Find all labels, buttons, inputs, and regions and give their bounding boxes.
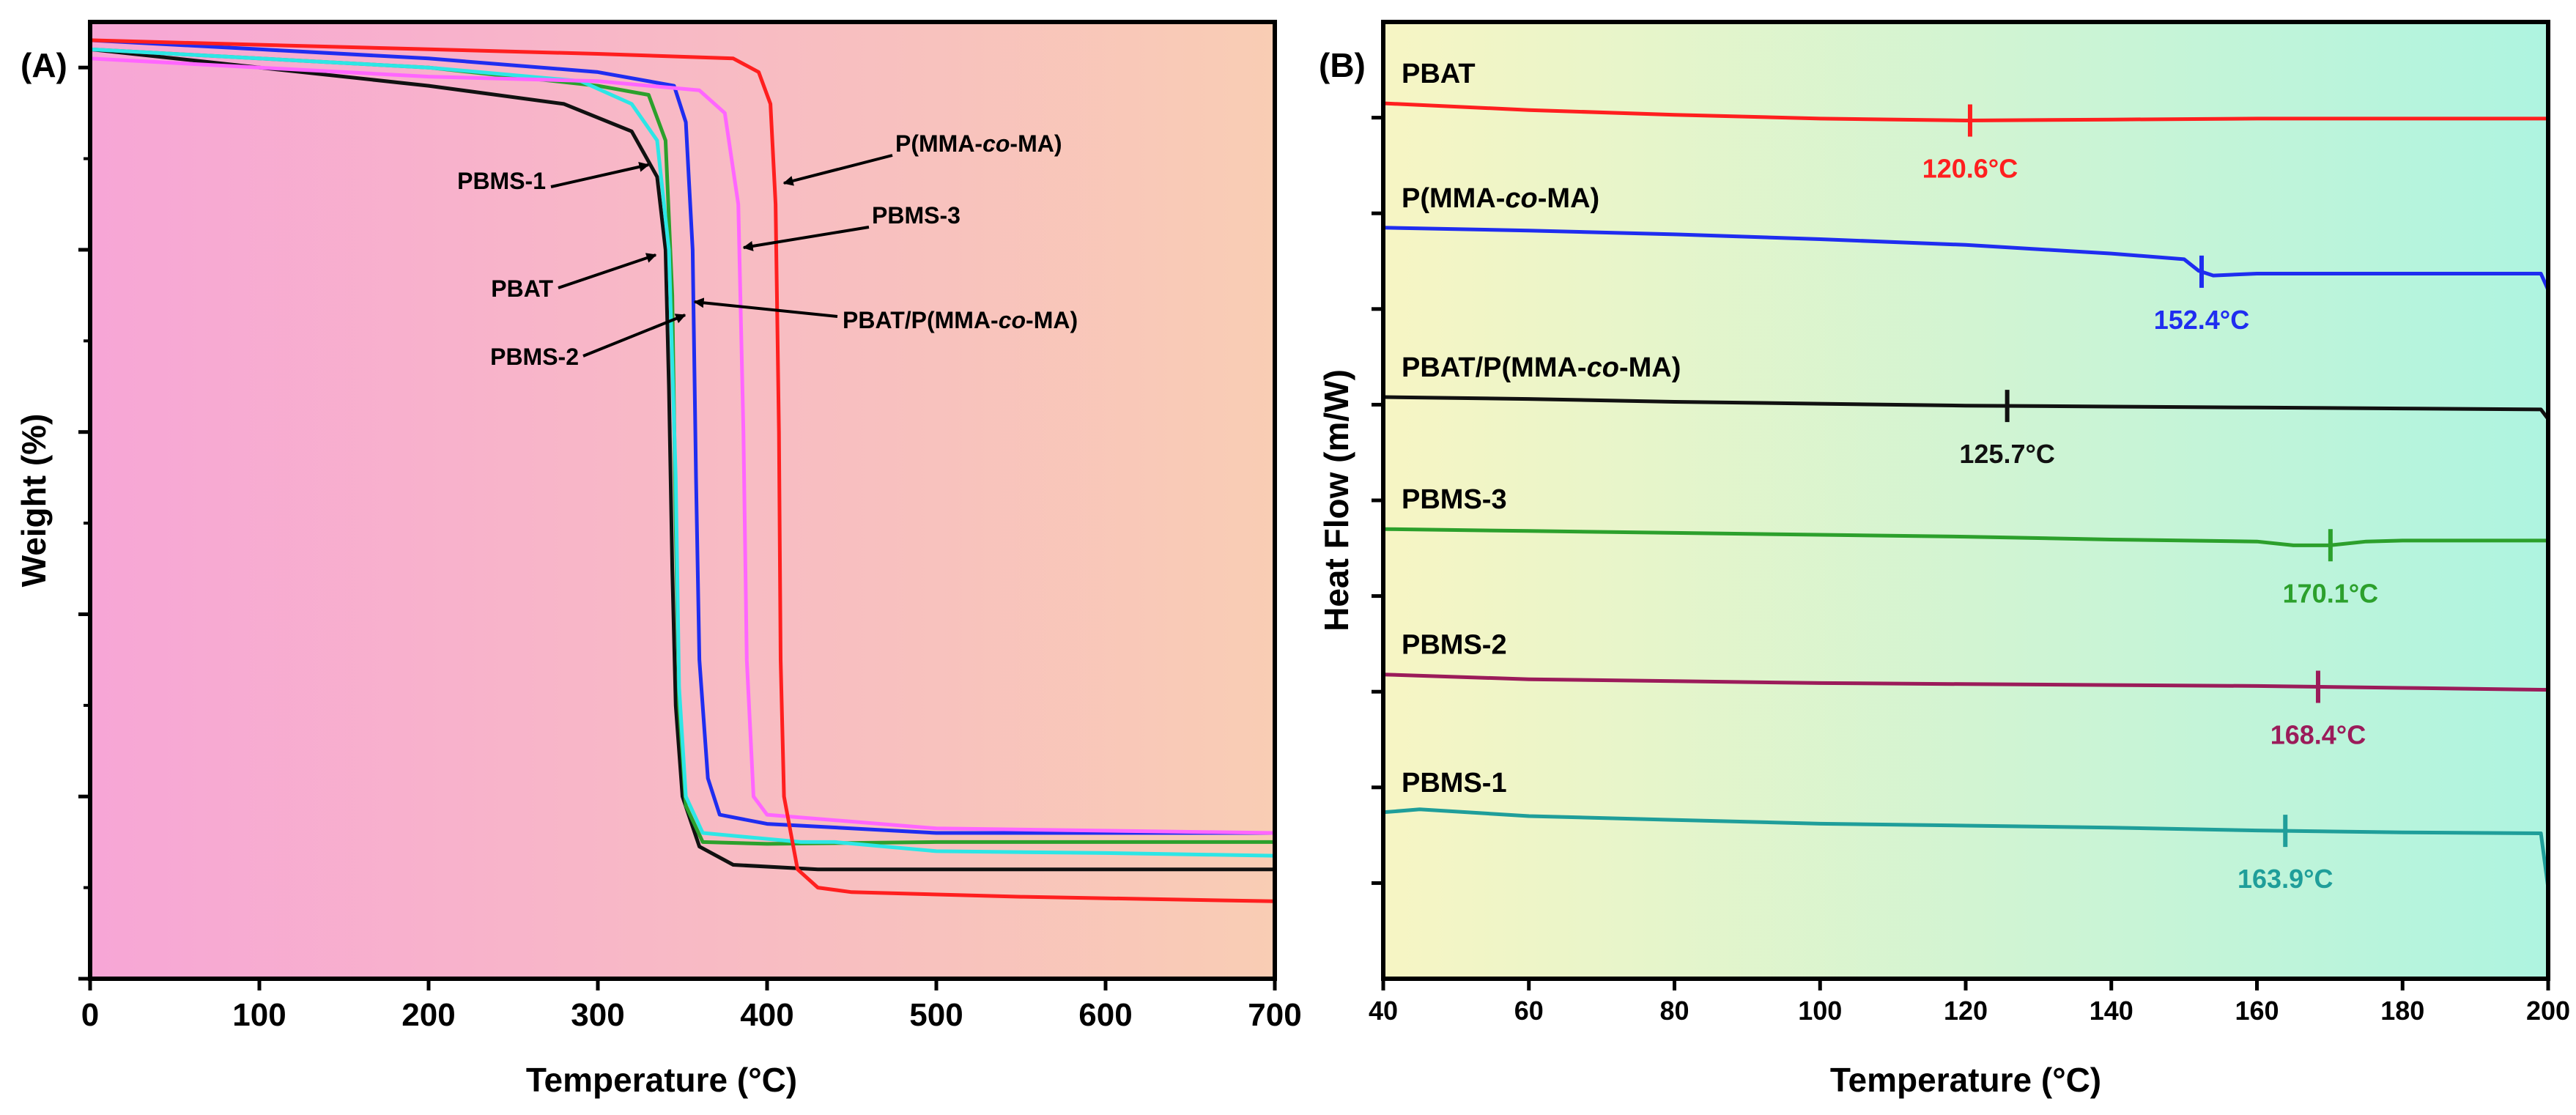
a-annot-arrow-pbms-1 [550,161,650,188]
b-x-tick-label: 80 [1659,996,1689,1026]
a-annot-label-pbms-2: PBMS-2 [490,344,579,370]
dsc-tg-label-pbms-2: 168.4°C [2270,719,2366,749]
dsc-line-pbms-1 [1383,807,2550,889]
b-annotations: PBAT 120.6°C P(MMA-co-MA) 152.4°C PBAT/P(MMA… [1402,59,2378,894]
tga-line-pbms-3 [89,56,1276,835]
a-x-tick-label: 0 [81,997,99,1033]
dsc-tg-label-pbat: 120.6°C [1922,153,2018,183]
a-x-tick-label: 200 [401,997,455,1033]
tga-line-pbat [89,47,1275,872]
a-x-tick-label: 400 [740,997,793,1033]
a-annot-arrow-pbms-3 [742,226,870,251]
b-x-tick-label: 160 [2235,996,2279,1026]
a-annotations: P(MMA-co-MA) PBMS-3 PBAT/P(MMA-co-MA) PBMS-… [457,130,1078,370]
panel-a: 0 100 200 300 400 500 600 700 P(MMA-co-MA) PBMS-… [15,20,1302,1099]
dsc-line-pbat-p-mma-co-ma [1383,395,2550,421]
dsc-tg-label-p-mma-co-ma: 152.4°C [2154,305,2249,335]
dsc-series-label-pbms-2: PBMS-2 [1402,630,1507,661]
a-axis-ticks: 0 100 200 300 400 500 600 700 [78,65,1302,1033]
dsc-line-p-mma-co-ma [1383,226,2550,291]
plot-area-a [90,22,1275,979]
a-annot-label-p-mma-co-ma: P(MMA-co-MA) [895,130,1062,157]
dsc-series-label-p-mma-co-ma: P(MMA-co-MA) [1402,183,1599,214]
xlabel-a: Temperature (°C) [526,1061,797,1099]
a-annot-arrow-pbat-p-mma-co-ma [693,297,838,318]
a-x-tick-label: 300 [571,997,624,1033]
a-annot-label-pbms-1: PBMS-1 [457,168,546,194]
a-annot-arrow-pbat [558,253,657,289]
panel-label-a: (A) [21,46,67,84]
panel-label-b: (B) [1319,46,1366,84]
plot-area-b [1383,22,2548,979]
a-x-tick-label: 500 [909,997,963,1033]
a-x-tick-label: 100 [232,997,286,1033]
plot-frame-a [88,20,1277,981]
a-annot-arrow-p-mma-co-ma [782,154,893,186]
a-annot-arrow-pbms-2 [582,314,686,358]
ylabel-b: Heat Flow (m/W) [1317,369,1355,631]
a-annot-label-pbms-3: PBMS-3 [872,202,961,229]
b-axis-ticks: 40 60 80 100 120 140 160 180 200 [1369,116,2570,1026]
dsc-tg-label-pbms-1: 163.9°C [2238,864,2333,894]
dsc-tg-label-pbat-p-mma-co-ma: 125.7°C [1959,439,2054,469]
panel-b: 40 60 80 100 120 140 160 180 200 PBAT 120.6°C P(MM… [1317,20,2570,1099]
dsc-series-label-pbms-3: PBMS-3 [1402,484,1507,515]
b-x-tick-label: 180 [2380,996,2424,1026]
b-x-tick-label: 120 [1944,996,1988,1026]
dsc-line-pbms-3 [1383,527,2548,547]
b-series-lines [1383,101,2550,889]
b-x-tick-label: 40 [1369,996,1398,1026]
b-x-tick-label: 200 [2526,996,2570,1026]
tga-line-pbms-2 [89,47,1276,858]
tga-line-pbat-p-mma-co-ma [89,38,1275,835]
a-x-tick-label: 700 [1248,997,1301,1033]
b-x-tick-label: 140 [2090,996,2133,1026]
a-series-lines [89,38,1276,903]
dsc-series-label-pbat-p-mma-co-ma: PBAT/P(MMA-co-MA) [1402,352,1681,383]
dsc-series-label-pbat: PBAT [1402,59,1476,89]
b-x-tick-label: 100 [1798,996,1842,1026]
b-x-tick-label: 60 [1514,996,1544,1026]
tga-line-p-mma-co-ma [89,38,1276,903]
xlabel-b: Temperature (°C) [1830,1061,2101,1099]
a-annot-label-pbat-p-mma-co-ma: PBAT/P(MMA-co-MA) [843,307,1078,333]
dsc-line-pbms-2 [1383,673,2549,692]
dsc-tg-label-pbms-3: 170.1°C [2283,578,2378,608]
ylabel-a: Weight (%) [15,414,53,588]
plot-frame-b [1381,20,2550,981]
dsc-series-label-pbms-1: PBMS-1 [1402,768,1507,799]
a-annot-label-pbat: PBAT [491,275,553,302]
dsc-line-pbat [1383,101,2548,122]
a-x-tick-label: 600 [1078,997,1132,1033]
